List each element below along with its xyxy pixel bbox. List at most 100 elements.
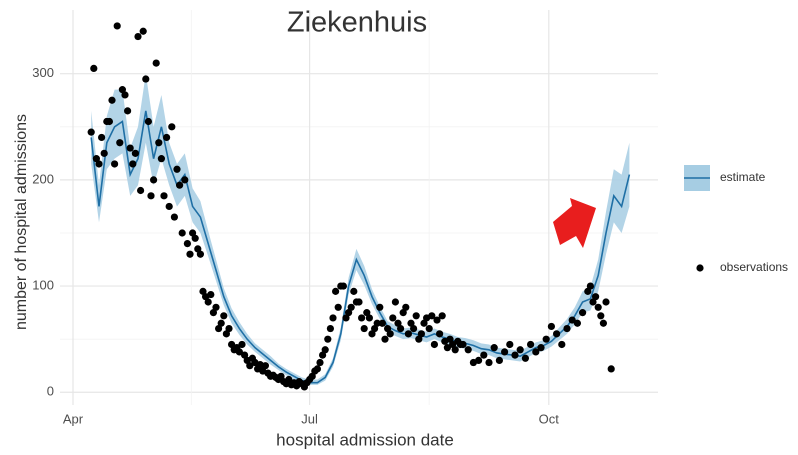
observation-point [121,91,129,99]
observation-point [451,346,459,354]
observation-point [443,344,451,352]
observation-point [131,149,139,157]
observation-point [155,139,163,147]
x-tick-label: Apr [63,411,84,426]
observation-point [381,335,389,343]
x-tick-label: Jul [301,411,318,426]
grid: 0 100 200 300 Apr Jul Oct [32,10,658,426]
observation-point [402,303,410,311]
observation-point [428,312,436,320]
observation-point [100,149,108,157]
observation-point [501,348,509,356]
y-tick-label: 200 [32,171,54,186]
observation-point [238,340,246,349]
observation-point [129,160,137,168]
observation-point [173,165,181,173]
observation-point [124,107,132,115]
observation-point [378,319,386,327]
observation-point [511,351,519,359]
observation-point [168,123,176,131]
observation-point [160,192,168,200]
observation-point [389,314,397,322]
observation-point [579,309,587,317]
observation-point [191,234,199,242]
observation-point [376,303,384,311]
observation-point [436,330,444,338]
observation-point [607,365,615,373]
observation-point [459,340,467,349]
legend: estimate observations [684,165,788,274]
observation-point [113,22,121,30]
observation-point [207,290,215,299]
observation-point [170,213,178,221]
observation-point [235,348,243,356]
observation-point [485,358,493,367]
observation-point [360,324,368,333]
observation-point [134,32,142,41]
observation-point [147,192,155,200]
observation-point [506,340,514,349]
observation-point [324,335,332,343]
observation-point [599,319,608,327]
confidence-band [91,73,630,385]
observation-point [98,133,106,142]
legend-label: estimate [720,170,766,184]
observation-point [373,319,381,327]
observation-point [178,229,186,237]
observation-point [212,303,220,311]
observation-point [430,340,438,349]
observation-point [176,181,184,189]
observation-point [547,322,556,331]
observation-point [433,316,441,324]
observation-point [152,59,160,67]
observation-point [246,362,254,370]
observation-point [261,362,269,370]
observation-point [111,160,119,168]
annotation-arrow [553,198,596,248]
observation-point [495,356,503,365]
observation-point [183,240,191,248]
observation-point [592,293,600,301]
observation-point [532,348,540,356]
observation-point [163,133,171,142]
observation-point [105,117,113,126]
observation-point [332,287,340,295]
y-tick-label: 300 [32,65,54,80]
observation-point [181,176,189,184]
observation-point [90,64,98,73]
observation-point [542,335,550,343]
observation-point [597,312,605,320]
y-tick-label: 0 [47,384,54,399]
observation-point [204,298,212,306]
legend-swatch [696,264,704,272]
observation-point [139,27,147,35]
observation-point [537,344,545,352]
observation-point [391,298,399,306]
observation-point [165,202,173,211]
observation-point [490,344,498,352]
observation-point [220,312,228,320]
observation-point [475,356,483,365]
observation-point [464,346,472,354]
observation-point [358,314,366,322]
observation-point [116,139,124,147]
observation-point [586,282,595,290]
observation-point [137,186,145,195]
observation-point [347,303,355,311]
observation-point [186,250,194,258]
observation-point [602,298,610,306]
observation-point [196,250,204,258]
x-axis-label: hospital admission date [276,430,454,449]
observation-point [568,316,576,324]
observation-point [355,298,363,306]
observation-point [108,96,116,104]
observation-point [558,340,566,349]
y-tick-label: 100 [32,278,54,293]
observation-point [95,160,103,168]
observation-point [225,324,233,333]
observation-point [313,365,321,373]
observation-point [144,117,152,126]
observation-point [425,324,433,333]
